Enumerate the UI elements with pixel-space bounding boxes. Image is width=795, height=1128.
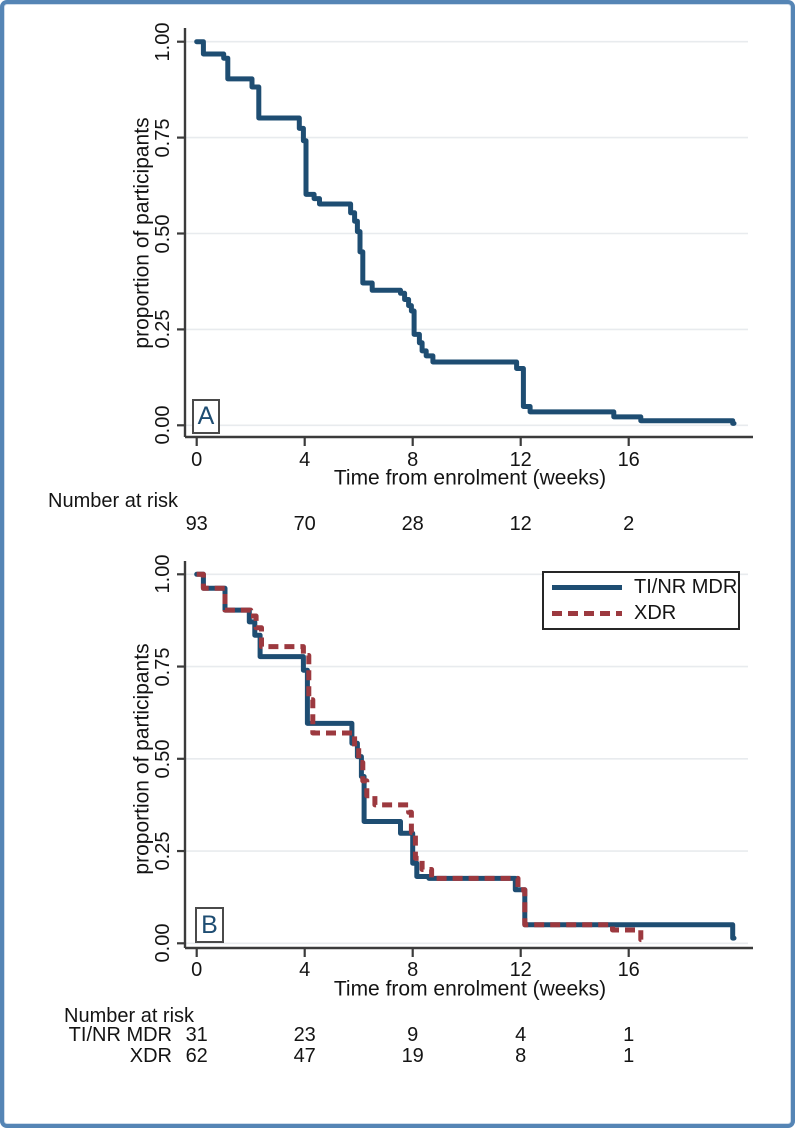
at-risk-value: 1 [623,1045,635,1067]
panel-b-at-risk-header: Number at risk [64,1005,195,1027]
y-tick-label: 0.25 [152,309,174,349]
km-curve-series [194,39,737,426]
panel-b-letter: B [201,910,218,939]
at-risk-value: 2 [623,513,635,535]
at-risk-row-label: XDR [129,1045,172,1067]
x-tick-label: 16 [617,959,640,981]
y-tick-label: 0.50 [152,739,174,779]
at-risk-value: 1 [623,1024,635,1046]
legend: TI/NR MDR XDR [542,571,740,630]
panel-a-at-risk-header: Number at risk [48,490,179,512]
y-tick-label: 0.00 [152,923,174,963]
x-tick-label: 4 [299,449,311,471]
solid-line-sample-icon [552,585,622,590]
at-risk-value: 19 [401,1045,424,1067]
panel-a-letter: A [197,402,215,430]
panel-a-label: A [192,399,220,434]
legend-item-xdr: XDR [552,602,738,625]
at-risk-value: 4 [515,1024,527,1046]
at-risk-value: 9 [407,1024,419,1046]
at-risk-row-label: TI/NR MDR [68,1024,172,1046]
at-risk-value: 8 [515,1045,527,1067]
y-tick-label: 0.75 [152,647,174,687]
y-tick-label: 0.00 [152,405,174,445]
at-risk-value: 47 [293,1045,316,1067]
panel-a-y-axis-title: proportion of participants [130,117,154,349]
panel-b-y-axis-title: proportion of participants [130,643,154,875]
panel-b-label: B [195,907,224,943]
y-tick-label: 0.25 [152,831,174,871]
at-risk-value: 31 [185,1024,208,1046]
legend-label-ti-nr-mdr: TI/NR MDR [634,576,738,598]
at-risk-value: 70 [293,513,316,535]
y-tick-label: 0.75 [152,118,174,158]
x-tick-label: 4 [299,959,311,981]
at-risk-value: 28 [401,513,424,535]
y-tick-label: 0.50 [152,214,174,253]
km-curve-xdr [196,571,644,943]
x-tick-label: 16 [617,449,640,471]
x-tick-label: 12 [509,449,532,471]
dashed-line-sample-icon [552,611,622,616]
y-tick-label: 1.00 [152,22,174,62]
at-risk-value: 23 [293,1024,316,1046]
x-tick-label: 8 [407,449,419,471]
x-tick-label: 8 [407,959,419,981]
panel-b-x-axis-title: Time from enrolment (weeks) [333,977,607,1001]
at-risk-value: 62 [185,1045,208,1067]
y-tick-label: 1.00 [152,554,174,594]
x-tick-label: 0 [191,959,203,981]
legend-item-ti-nr-mdr: TI/NR MDR [552,576,738,599]
at-risk-value: 93 [185,513,208,535]
x-tick-label: 0 [191,449,203,471]
x-tick-label: 12 [509,959,532,981]
legend-label-xdr: XDR [634,602,677,624]
panel-a-x-axis-title: Time from enrolment (weeks) [333,466,607,490]
at-risk-value: 12 [509,513,532,535]
